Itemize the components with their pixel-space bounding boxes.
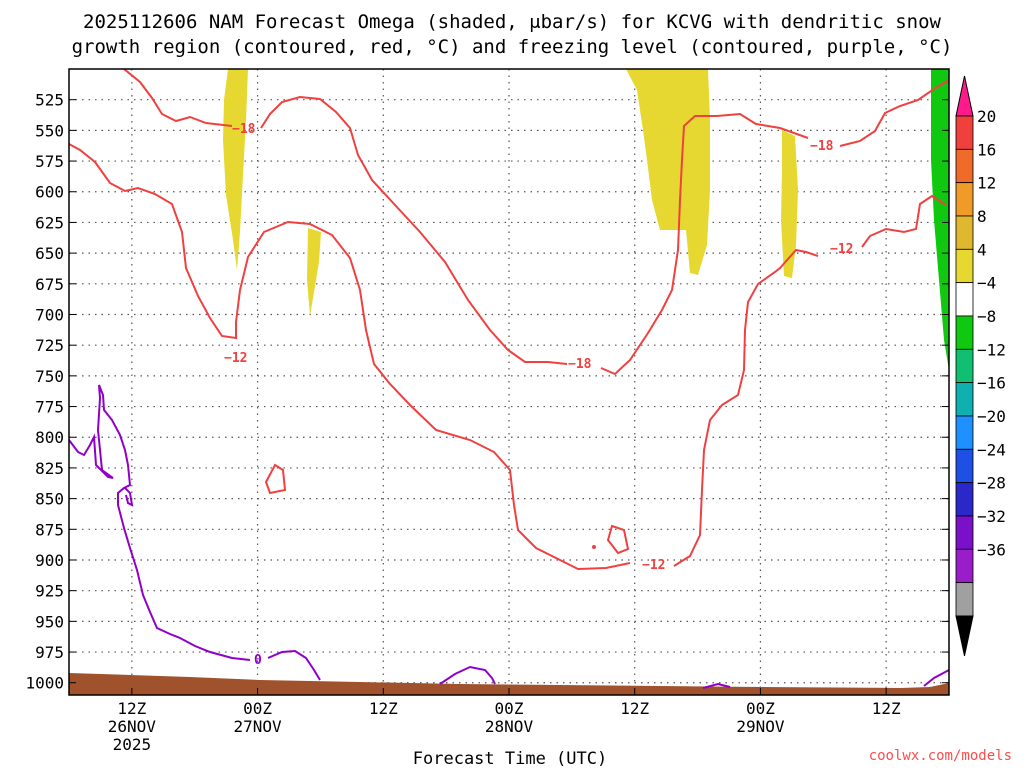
dgz-contour-3 bbox=[68, 143, 947, 571]
colorbar-label: −36 bbox=[977, 540, 1006, 559]
colorbar-label: −24 bbox=[977, 440, 1006, 459]
dgz-contour-2 bbox=[839, 79, 950, 147]
colorbar-label: −28 bbox=[977, 474, 1006, 493]
colorbar: 20 16 12 8 4 −4 −8 −12 −16 −20 −24 −28 −32 −36 bbox=[955, 75, 1006, 657]
y-tick-label: 750 bbox=[35, 367, 64, 386]
y-tick-label: 550 bbox=[35, 121, 64, 140]
x-tick-label: 12Z bbox=[620, 699, 649, 718]
colorbar-segment bbox=[955, 515, 974, 550]
y-tick-label: 600 bbox=[35, 183, 64, 202]
y-tick-label: 900 bbox=[35, 551, 64, 570]
x-tick-date: 26NOV bbox=[108, 717, 157, 736]
omega-region-1 bbox=[223, 69, 248, 270]
x-tick-label: 00Z bbox=[243, 699, 272, 718]
x-tick-date: 28NOV bbox=[485, 717, 534, 736]
colorbar-segment bbox=[955, 382, 974, 417]
colorbar-label: 20 bbox=[977, 107, 996, 126]
y-tick-label: 875 bbox=[35, 520, 64, 539]
y-tick-label: 700 bbox=[35, 305, 64, 324]
contour-label: −12 bbox=[830, 242, 853, 257]
chart-title-line2: growth region (contoured, red, °C) and f… bbox=[72, 36, 953, 58]
gridlines bbox=[69, 69, 949, 695]
y-tick-label: 625 bbox=[35, 213, 64, 232]
y-tick-label: 1000 bbox=[25, 674, 64, 693]
colorbar-segment bbox=[955, 415, 974, 450]
y-tick-label: 725 bbox=[35, 336, 64, 355]
y-tick-label: 775 bbox=[35, 398, 64, 417]
colorbar-label: −20 bbox=[977, 407, 1006, 426]
y-tick-label: 850 bbox=[35, 490, 64, 509]
x-tick-date: 29NOV bbox=[736, 717, 785, 736]
y-tick-label: 675 bbox=[35, 275, 64, 294]
colorbar-label: 16 bbox=[977, 140, 996, 159]
contour-labels: −18 −12 −18 −18 −12 −12 0 bbox=[224, 122, 853, 668]
y-tick-label: 525 bbox=[35, 91, 64, 110]
colorbar-label: −16 bbox=[977, 374, 1006, 393]
omega-region-5 bbox=[931, 69, 949, 370]
colorbar-label: 12 bbox=[977, 174, 996, 193]
contour-label: −12 bbox=[224, 351, 247, 366]
contour-label: −18 bbox=[232, 122, 256, 137]
dgz-dot bbox=[592, 545, 596, 549]
freezing-contour-3 bbox=[439, 665, 496, 685]
colorbar-segment bbox=[955, 148, 974, 184]
colorbar-segment bbox=[955, 115, 974, 150]
dgz-contour-4 bbox=[264, 463, 287, 495]
freezing-contours bbox=[68, 384, 950, 689]
omega-region-4 bbox=[781, 130, 798, 278]
dgz-contours bbox=[68, 68, 950, 571]
colorbar-segment bbox=[955, 548, 974, 584]
contour-label: −12 bbox=[642, 558, 665, 573]
colorbar-label: 8 bbox=[977, 207, 987, 226]
colorbar-segment bbox=[955, 482, 974, 517]
colorbar-segment bbox=[955, 282, 974, 317]
x-tick-label: 12Z bbox=[117, 699, 146, 718]
x-tick-label: 12Z bbox=[369, 699, 398, 718]
y-tick-label: 800 bbox=[35, 428, 64, 447]
y-tick-label: 975 bbox=[35, 643, 64, 662]
colorbar-label: −8 bbox=[977, 307, 996, 326]
y-tick-label: 950 bbox=[35, 612, 64, 631]
y-tick-label: 825 bbox=[35, 459, 64, 478]
contour-label: −18 bbox=[810, 139, 834, 154]
y-tick-label: 575 bbox=[35, 152, 64, 171]
freezing-contour-5 bbox=[923, 669, 950, 687]
y-tick-label: 925 bbox=[35, 582, 64, 601]
colorbar-segment bbox=[955, 348, 974, 384]
freezing-contour-2 bbox=[124, 487, 134, 507]
x-tick-label: 00Z bbox=[495, 699, 524, 718]
chart-title-line1: 2025112606 NAM Forecast Omega (shaded, μ… bbox=[83, 11, 941, 33]
contour-label: −18 bbox=[568, 357, 592, 372]
dgz-contour-5 bbox=[606, 524, 630, 555]
contour-label: 0 bbox=[254, 653, 262, 668]
colorbar-label: −32 bbox=[977, 507, 1006, 526]
colorbar-segment bbox=[955, 448, 974, 484]
colorbar-segment bbox=[955, 215, 974, 250]
dgz-contour-1 bbox=[123, 68, 809, 376]
freezing-contour-1 bbox=[68, 384, 321, 681]
x-tick-label: 00Z bbox=[746, 699, 775, 718]
colorbar-label: −12 bbox=[977, 340, 1006, 359]
x-tick-label: 12Z bbox=[872, 699, 901, 718]
freezing-contour-4 bbox=[702, 682, 731, 689]
colorbar-segment bbox=[955, 248, 974, 284]
colorbar-segment bbox=[955, 582, 974, 617]
colorbar-label: 4 bbox=[977, 240, 987, 259]
colorbar-label: −4 bbox=[977, 274, 996, 293]
terrain bbox=[69, 673, 949, 695]
colorbar-arrow-bottom bbox=[955, 615, 974, 657]
x-axis-label: Forecast Time (UTC) bbox=[413, 749, 607, 768]
y-axis: 525 550 575 600 625 650 675 700 725 750 775 800 825 8… bbox=[25, 91, 949, 693]
omega-region-2 bbox=[307, 228, 321, 316]
colorbar-segment bbox=[955, 315, 974, 350]
x-tick-date: 27NOV bbox=[233, 717, 282, 736]
y-tick-label: 650 bbox=[35, 244, 64, 263]
colorbar-arrow-top bbox=[955, 75, 974, 117]
x-tick-year: 2025 bbox=[113, 735, 152, 754]
colorbar-segment bbox=[955, 182, 974, 217]
credit-text: coolwx.com/models bbox=[869, 748, 1012, 764]
